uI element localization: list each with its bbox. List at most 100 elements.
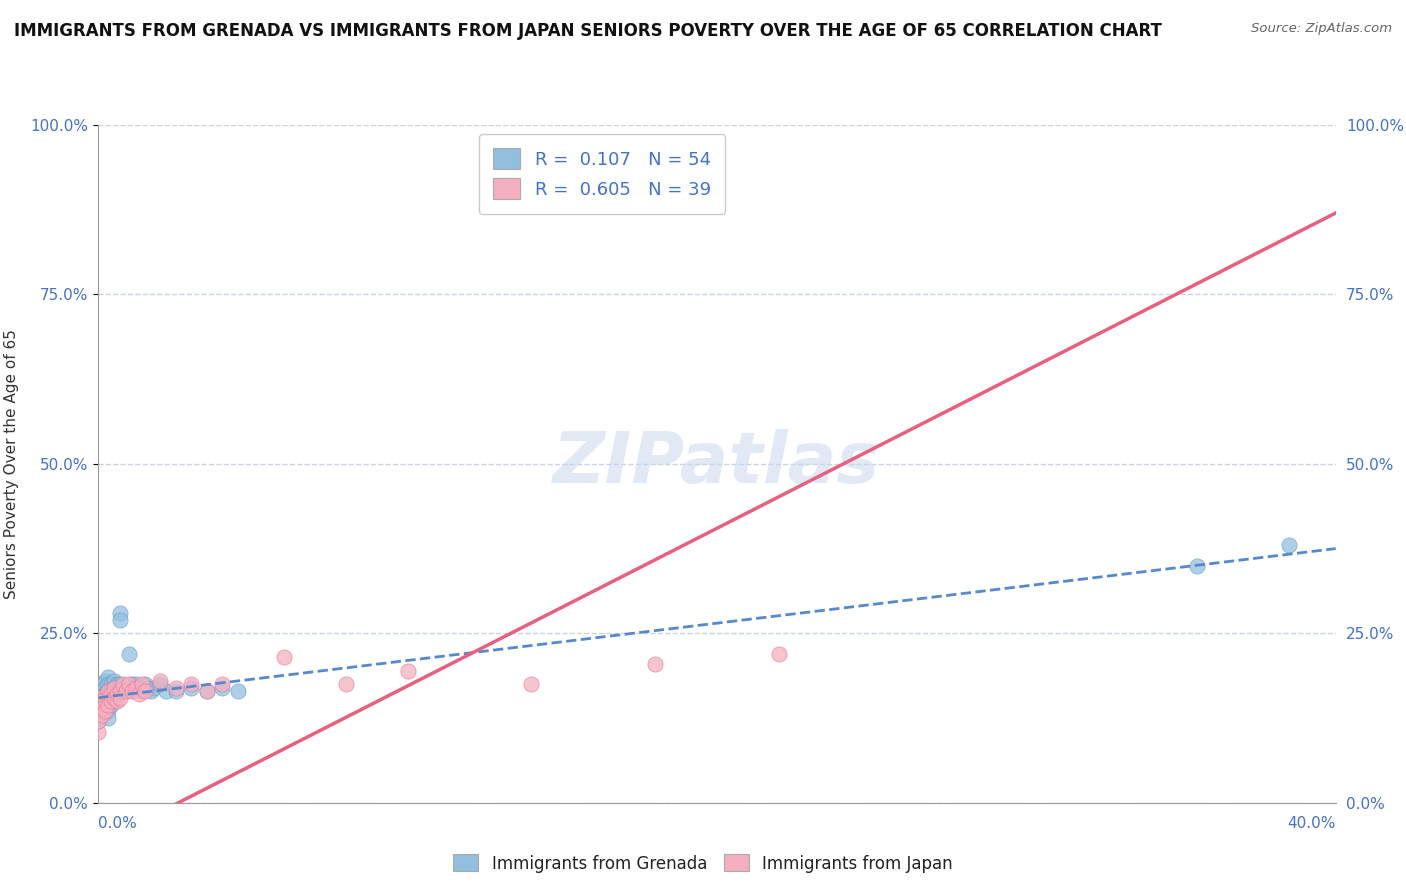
Point (124, 677, 146, 691)
Point (131, 684, 153, 698)
Text: Source: ZipAtlas.com: Source: ZipAtlas.com (1251, 22, 1392, 36)
Legend: Immigrants from Grenada, Immigrants from Japan: Immigrants from Grenada, Immigrants from… (447, 847, 959, 880)
Point (108, 684, 131, 698)
Point (105, 694, 128, 708)
Point (644, 657, 666, 671)
Point (108, 677, 131, 691)
Point (136, 681, 159, 695)
Point (103, 694, 125, 708)
Point (90, 677, 112, 691)
Point (100, 684, 122, 698)
Point (93, 694, 115, 708)
Point (90, 690, 112, 705)
Point (768, 647, 790, 661)
Point (165, 681, 187, 695)
Y-axis label: Seniors Poverty Over the Age of 65: Seniors Poverty Over the Age of 65 (4, 329, 18, 599)
Point (105, 677, 128, 691)
Point (520, 677, 543, 691)
Point (93, 698, 115, 712)
Point (105, 687, 128, 701)
Point (93, 673, 115, 688)
Point (195, 684, 218, 698)
Point (97, 684, 120, 698)
Point (124, 681, 146, 695)
Point (93, 704, 115, 718)
Point (115, 684, 138, 698)
Point (143, 681, 166, 695)
Point (97, 698, 120, 712)
Point (87, 714, 110, 729)
Point (226, 684, 249, 698)
Point (93, 681, 115, 695)
Point (87, 690, 110, 705)
Point (97, 670, 120, 684)
Point (100, 677, 122, 691)
Point (128, 681, 150, 695)
Point (108, 606, 131, 620)
Point (108, 613, 131, 627)
Point (139, 684, 162, 698)
Point (180, 681, 202, 695)
Point (112, 681, 135, 695)
Point (149, 673, 172, 688)
Text: 0.0%: 0.0% (98, 816, 138, 831)
Point (87, 690, 110, 705)
Point (93, 701, 115, 715)
Point (115, 684, 138, 698)
Point (134, 677, 156, 691)
Point (103, 681, 125, 695)
Point (103, 690, 125, 705)
Point (149, 677, 172, 691)
Point (118, 647, 141, 661)
Point (128, 687, 150, 701)
Point (90, 694, 112, 708)
Point (121, 677, 143, 691)
Point (97, 704, 120, 718)
Point (100, 694, 122, 708)
Point (87, 684, 110, 698)
Point (165, 684, 187, 698)
Point (100, 698, 122, 712)
Point (87, 701, 110, 715)
Point (118, 677, 141, 691)
Point (97, 677, 120, 691)
Point (97, 698, 120, 712)
Point (1185, 558, 1208, 573)
Point (87, 724, 110, 739)
Point (87, 714, 110, 729)
Point (195, 684, 218, 698)
Point (180, 677, 202, 691)
Text: ZIPatlas: ZIPatlas (554, 429, 880, 499)
Point (103, 673, 125, 688)
Point (155, 684, 177, 698)
Point (90, 707, 112, 722)
Point (93, 690, 115, 705)
Point (131, 677, 153, 691)
Point (211, 677, 233, 691)
Point (335, 677, 357, 691)
Point (97, 690, 120, 705)
Point (90, 698, 112, 712)
Point (1278, 538, 1301, 552)
Text: IMMIGRANTS FROM GRENADA VS IMMIGRANTS FROM JAPAN SENIORS POVERTY OVER THE AGE OF: IMMIGRANTS FROM GRENADA VS IMMIGRANTS FR… (14, 22, 1161, 40)
Point (103, 681, 125, 695)
Point (90, 701, 112, 715)
Point (93, 687, 115, 701)
Legend: R =  0.107   N = 54, R =  0.605   N = 39: R = 0.107 N = 54, R = 0.605 N = 39 (478, 134, 725, 213)
Text: 40.0%: 40.0% (1288, 816, 1336, 831)
Point (105, 684, 128, 698)
Point (87, 707, 110, 722)
Point (97, 711, 120, 725)
Point (100, 690, 122, 705)
Point (121, 684, 143, 698)
Point (211, 681, 233, 695)
Point (97, 684, 120, 698)
Point (273, 650, 295, 665)
Point (112, 677, 135, 691)
Point (396, 664, 419, 678)
Point (97, 690, 120, 705)
Point (134, 684, 156, 698)
Point (90, 684, 112, 698)
Point (100, 687, 122, 701)
Point (103, 687, 125, 701)
